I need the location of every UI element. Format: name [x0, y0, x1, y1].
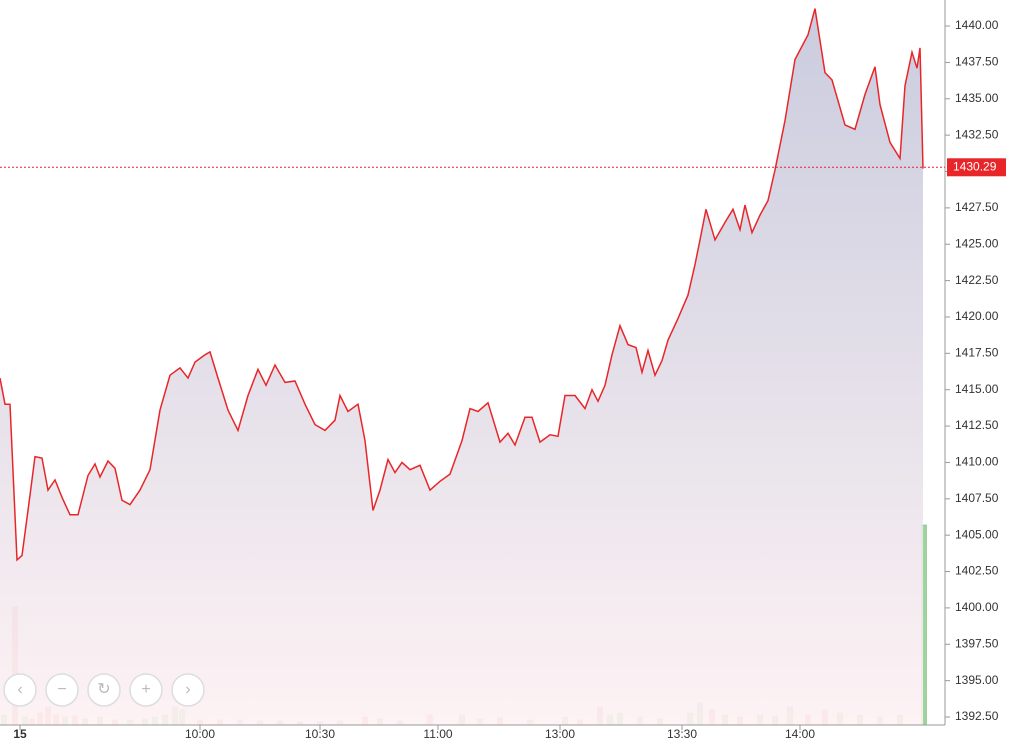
- reset-button[interactable]: ↻: [87, 673, 121, 707]
- x-tick-label: 13:00: [545, 727, 575, 741]
- x-tick-label: 10:00: [185, 727, 215, 741]
- svg-text:↻: ↻: [97, 681, 110, 698]
- x-tick-label: 15: [13, 727, 27, 741]
- zoom-out-button[interactable]: −: [45, 673, 79, 707]
- last-price-label: 1430.29: [953, 159, 997, 173]
- y-tick-label: 1410.00: [955, 455, 999, 469]
- svg-text:‹: ‹: [17, 681, 22, 698]
- y-tick-label: 1440.00: [955, 18, 999, 32]
- y-tick-label: 1422.50: [955, 273, 999, 287]
- y-tick-label: 1400.00: [955, 600, 999, 614]
- area-fill: [0, 8, 923, 726]
- y-tick-label: 1392.50: [955, 709, 999, 723]
- x-tick-label: 11:00: [423, 727, 452, 741]
- y-tick-label: 1420.00: [955, 309, 999, 323]
- y-tick-label: 1397.50: [955, 636, 999, 650]
- zoom-in-button[interactable]: +: [129, 673, 163, 707]
- y-tick-label: 1432.50: [955, 127, 999, 141]
- scroll-right-button[interactable]: ›: [171, 673, 205, 707]
- y-tick-label: 1415.00: [955, 382, 999, 396]
- y-tick-label: 1412.50: [955, 418, 999, 432]
- plot-area: [0, 8, 927, 726]
- svg-text:−: −: [57, 681, 66, 698]
- navigation: ‹ − ↻ + ›: [3, 673, 205, 707]
- x-tick-label: 14:00: [785, 727, 815, 741]
- scroll-left-button[interactable]: ‹: [3, 673, 37, 707]
- y-tick-label: 1407.50: [955, 491, 999, 505]
- x-tick-label: 13:30: [667, 727, 697, 741]
- price-line: [0, 8, 924, 562]
- svg-text:›: ›: [185, 681, 190, 698]
- last-price-box: [947, 158, 1006, 177]
- y-tick-label: 1402.50: [955, 564, 999, 578]
- y-tick-label: 1417.50: [955, 346, 999, 360]
- y-tick-label: 1405.00: [955, 527, 999, 541]
- y-tick-label: 1437.50: [955, 55, 999, 69]
- x-tick-label: 10:30: [305, 727, 335, 741]
- y-tick-label: 1395.00: [955, 673, 999, 687]
- y-tick-label: 1435.00: [955, 91, 999, 105]
- svg-text:+: +: [141, 681, 150, 698]
- y-tick-label: 1427.50: [955, 200, 999, 214]
- y-tick-label: 1425.00: [955, 236, 999, 250]
